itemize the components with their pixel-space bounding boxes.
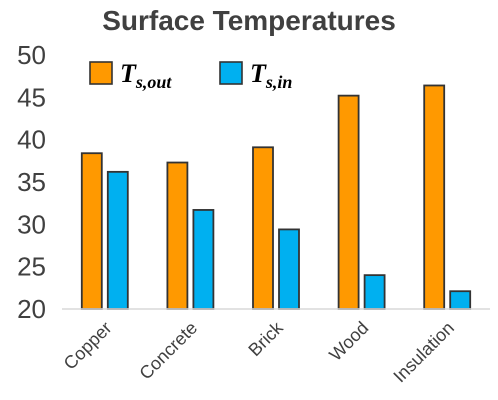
x-tick-label: Wood xyxy=(325,318,372,365)
bar-wood-series-2 xyxy=(363,274,386,310)
x-tick-label: Concrete xyxy=(135,318,201,384)
bar-brick-series-2 xyxy=(278,228,300,310)
bar-copper-series-2 xyxy=(106,170,129,310)
x-tick-label: Copper xyxy=(60,318,116,374)
bar-insulation-series-2 xyxy=(449,290,472,310)
bar-concrete-series-1 xyxy=(166,161,189,310)
bar-brick-series-1 xyxy=(252,146,274,310)
y-tick-label: 25 xyxy=(17,252,46,282)
y-tick-label: 35 xyxy=(17,167,46,197)
legend-label-series-2: Ts,in xyxy=(250,59,292,92)
y-tick-label: 40 xyxy=(17,125,46,155)
bars xyxy=(80,84,472,310)
x-tick-label: Insulation xyxy=(389,318,458,387)
bar-concrete-series-2 xyxy=(192,209,215,310)
x-axis-labels: Copper Concrete Brick Wood Insulation xyxy=(60,317,458,386)
legend-label-series-1: Ts,out xyxy=(120,59,172,92)
legend-swatch-series-1 xyxy=(89,61,113,85)
bar-insulation-series-1 xyxy=(423,84,446,310)
legend-swatch-series-2 xyxy=(219,61,243,85)
chart-title: Surface Temperatures xyxy=(102,5,396,36)
bar-wood-series-1 xyxy=(337,94,360,310)
y-tick-label: 30 xyxy=(17,209,46,239)
y-tick-label: 50 xyxy=(17,40,46,70)
bar-copper-series-1 xyxy=(80,152,103,310)
x-tick-label: Brick xyxy=(244,317,287,360)
y-tick-label: 45 xyxy=(17,82,46,112)
y-tick-label: 20 xyxy=(17,294,46,324)
legend: Ts,out Ts,in xyxy=(89,59,292,92)
y-axis-ticks: 20 25 30 35 40 45 50 xyxy=(17,40,46,324)
